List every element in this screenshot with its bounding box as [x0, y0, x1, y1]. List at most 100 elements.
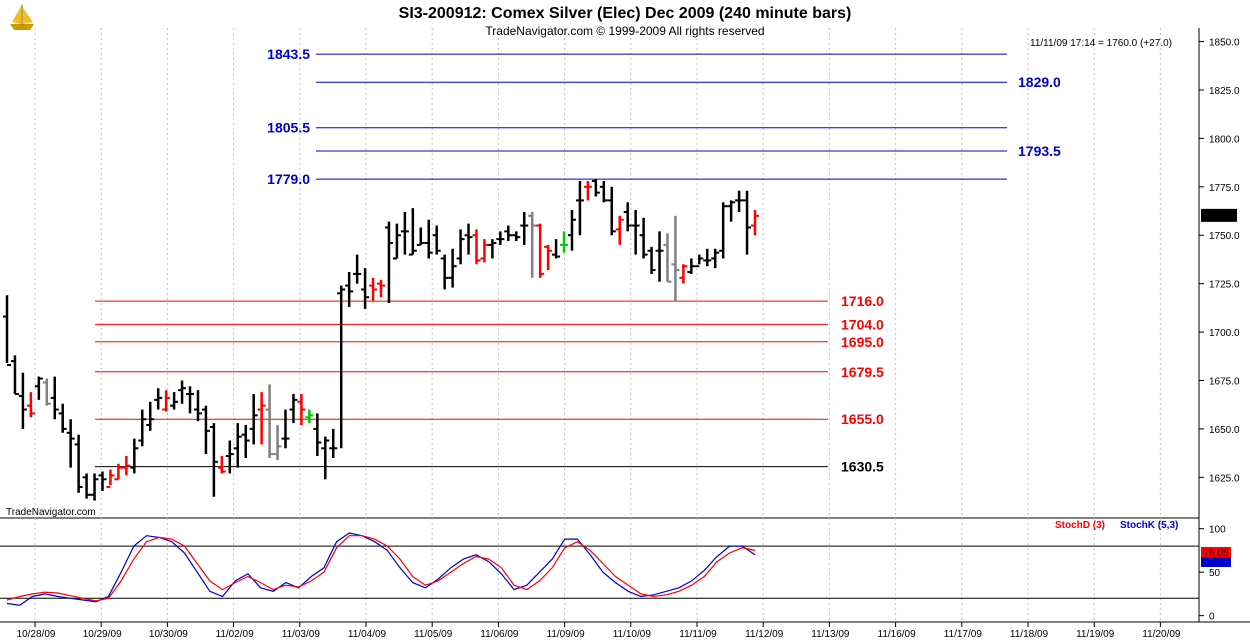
ohlc-bar — [313, 413, 322, 457]
x-tick-label: 11/05/09 — [414, 629, 453, 640]
ohlc-bar — [170, 392, 179, 410]
ohlc-bar — [599, 181, 608, 203]
ohlc-bar — [217, 456, 226, 474]
ohlc-bar — [440, 254, 449, 290]
ohlc-bar — [297, 394, 306, 426]
y-tick-label: 1825.0 — [1209, 86, 1240, 97]
x-tick-label: 11/10/09 — [613, 629, 652, 640]
ohlc-bar — [743, 190, 752, 255]
ohlc-bar — [671, 215, 680, 302]
ohlc-bar — [361, 268, 370, 309]
ohlc-bar — [201, 405, 210, 455]
ohlc-bar — [591, 179, 600, 197]
ohlc-bar — [329, 428, 338, 458]
ohlc-bar — [353, 254, 362, 284]
x-tick-label: 11/03/09 — [282, 629, 321, 640]
ohlc-bar — [679, 264, 688, 284]
ohlc-bar — [154, 388, 163, 410]
legend-stochk: StochK (5,3) — [1120, 520, 1178, 531]
ohlc-bar — [106, 469, 115, 489]
svg-text:1760.0: 1760.0 — [1204, 211, 1235, 222]
y-tick-label: 1700.0 — [1209, 328, 1240, 339]
ohlc-bar — [66, 419, 75, 468]
resistance-label: 1829.0 — [1018, 74, 1061, 90]
ohlc-bar — [735, 190, 744, 212]
ohlc-bar — [496, 231, 505, 245]
ohlc-bar — [408, 208, 417, 256]
ohlc-bar — [58, 403, 67, 433]
stochastic-value-tag: 75.05 — [1201, 547, 1231, 567]
ohlc-bar — [377, 279, 385, 298]
watermark: TradeNavigator.com — [6, 507, 96, 518]
ohlc-bar — [575, 181, 584, 236]
x-tick-label: 11/12/09 — [745, 629, 784, 640]
ohlc-bar — [504, 225, 513, 242]
ohlc-bar — [544, 244, 553, 271]
y-tick-label: 1775.0 — [1209, 183, 1240, 194]
vertical-grid — [34, 28, 1161, 622]
ohlc-bar — [639, 217, 648, 259]
stoch-y-tick-label: 50 — [1209, 568, 1221, 579]
ohlc-bar — [687, 258, 696, 274]
y-tick-label: 1750.0 — [1209, 231, 1240, 242]
support-label: 1695.0 — [841, 334, 884, 350]
x-tick-label: 10/29/09 — [83, 629, 122, 640]
x-tick-label: 11/16/09 — [878, 629, 917, 640]
ohlc-bar — [178, 380, 187, 404]
ohlc-bar — [281, 409, 290, 449]
x-tick-label: 10/28/09 — [17, 629, 56, 640]
ohlc-bar — [369, 277, 378, 302]
ohlc-bar — [265, 384, 274, 458]
copyright-subtitle: TradeNavigator.com © 1999-2009 All right… — [485, 24, 764, 38]
ohlc-bar — [719, 202, 728, 259]
ohlc-bar — [520, 211, 529, 245]
y-tick-label: 1725.0 — [1209, 280, 1240, 291]
ohlc-bar — [273, 425, 282, 460]
chart-title: SI3-200912: Comex Silver (Elec) Dec 2009… — [399, 5, 852, 22]
base-label: 1630.5 — [841, 459, 884, 475]
ohlc-bar — [536, 223, 545, 278]
x-tick-label: 11/20/09 — [1142, 629, 1181, 640]
ohlc-bar — [695, 254, 704, 268]
ohlc-bar — [186, 386, 195, 414]
x-tick-label: 11/02/09 — [216, 629, 255, 640]
ohlc-bar — [50, 376, 59, 420]
x-tick-label: 11/09/09 — [547, 629, 586, 640]
resistance-label: 1793.5 — [1018, 143, 1061, 159]
legend-stochd: StochD (3) — [1055, 520, 1105, 531]
ohlc-bar — [552, 239, 561, 259]
stoch-y-tick-label: 100 — [1209, 525, 1226, 536]
ohlc-bar — [345, 272, 354, 307]
support-label: 1704.0 — [841, 316, 884, 332]
x-tick-label: 11/17/09 — [944, 629, 983, 640]
price-axis: 1625.0 1650.0 1675.0 1700.0 1725.0 1750.0 1775… — [1199, 38, 1240, 484]
x-tick-label: 11/06/09 — [480, 629, 519, 640]
stochastic-panel: 0 50 100 — [0, 525, 1226, 623]
ohlc-bar — [583, 181, 592, 201]
x-tick-label: 11/04/09 — [348, 629, 387, 640]
ohlc-bar — [26, 392, 35, 418]
ohlc-bar — [209, 423, 218, 497]
ohlc-bar — [289, 394, 298, 424]
ohlc-bar — [416, 227, 425, 246]
resistance-label: 1805.5 — [267, 120, 310, 136]
x-tick-label: 11/18/09 — [1010, 629, 1049, 640]
ohlc-bar — [528, 211, 537, 278]
ohlc-bar — [655, 231, 664, 282]
ohlc-bar — [146, 401, 155, 431]
x-tick-label: 10/30/09 — [149, 629, 188, 640]
ohlc-bar — [464, 223, 473, 255]
ohlc-bar — [10, 355, 19, 396]
ohlc-bar — [225, 440, 234, 474]
y-tick-label: 1675.0 — [1209, 376, 1240, 387]
y-tick-label: 1650.0 — [1209, 425, 1240, 436]
support-label: 1716.0 — [841, 293, 884, 309]
support-label: 1679.5 — [841, 364, 884, 380]
level-lines: 1843.5 1829.0 1805.5 1793.5 1779.0 1716.0 1704… — [95, 46, 1061, 475]
stochk-line — [6, 532, 756, 606]
ohlc-bar — [18, 372, 27, 429]
ohlc-bar — [321, 436, 330, 480]
x-tick-label: 11/19/09 — [1076, 629, 1115, 640]
